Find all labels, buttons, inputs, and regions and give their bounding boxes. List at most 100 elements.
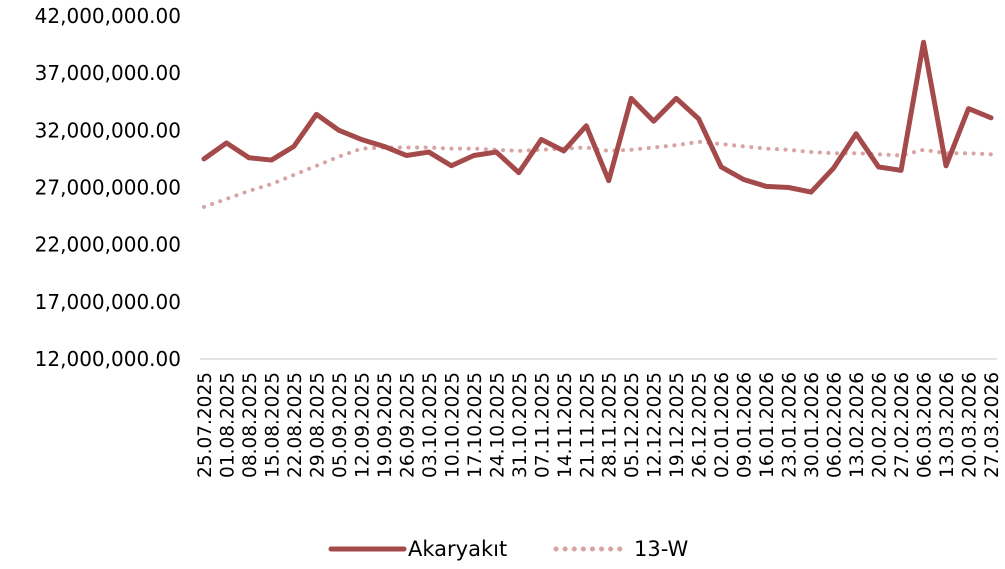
data-point-0 — [675, 97, 678, 100]
x-tick-label: 08.08.2025 — [240, 372, 261, 478]
data-point-1 — [697, 140, 700, 143]
data-point-0 — [292, 145, 295, 148]
y-tick-label: 17,000,000.00 — [35, 290, 181, 314]
x-tick-label: 27.03.2026 — [982, 372, 1003, 478]
x-tick-label: 06.03.2026 — [915, 372, 936, 478]
data-point-1 — [630, 148, 633, 151]
x-tick-label: 26.12.2025 — [690, 372, 711, 478]
x-tick-label: 22.08.2025 — [285, 372, 306, 478]
data-point-0 — [787, 186, 790, 189]
legend: Akaryakıt 13-W — [328, 537, 688, 561]
x-tick-label: 29.08.2025 — [307, 372, 328, 478]
data-point-1 — [337, 155, 340, 158]
data-point-0 — [832, 167, 835, 170]
x-tick-label: 17.10.2025 — [465, 372, 486, 478]
data-point-0 — [315, 113, 318, 116]
data-point-0 — [855, 132, 858, 135]
x-tick-label: 24.10.2025 — [487, 372, 508, 478]
data-point-0 — [247, 156, 250, 159]
x-tick-label: 14.11.2025 — [555, 372, 576, 478]
data-point-1 — [315, 164, 318, 167]
data-point-1 — [360, 147, 363, 150]
x-tick-label: 31.10.2025 — [510, 372, 531, 478]
data-point-1 — [765, 147, 768, 150]
y-tick-label: 12,000,000.00 — [35, 347, 181, 371]
y-tick-label: 22,000,000.00 — [35, 233, 181, 257]
data-point-0 — [697, 117, 700, 120]
x-axis: 25.07.2025 01.08.2025 08.08.2025 15.08.2025… — [195, 358, 1003, 478]
data-point-0 — [517, 171, 520, 174]
data-point-1 — [720, 143, 723, 146]
x-tick-label: 16.01.2026 — [757, 372, 778, 478]
x-tick-label: 12.12.2025 — [645, 372, 666, 478]
data-point-1 — [652, 146, 655, 149]
data-point-0 — [900, 169, 903, 172]
data-point-0 — [472, 154, 475, 157]
data-point-0 — [405, 154, 408, 157]
x-tick-label: 15.08.2025 — [262, 372, 283, 478]
data-point-0 — [945, 164, 948, 167]
x-tick-label: 05.12.2025 — [622, 372, 643, 478]
data-point-1 — [540, 148, 543, 151]
data-point-1 — [967, 152, 970, 155]
data-point-1 — [247, 189, 250, 192]
y-tick-label: 27,000,000.00 — [35, 176, 181, 200]
x-tick-label: 20.03.2026 — [960, 372, 981, 478]
y-tick-label: 32,000,000.00 — [35, 118, 181, 142]
data-point-1 — [292, 173, 295, 176]
data-point-1 — [877, 153, 880, 156]
x-tick-label: 09.01.2026 — [735, 372, 756, 478]
y-tick-label: 37,000,000.00 — [35, 61, 181, 85]
data-point-1 — [270, 183, 273, 186]
y-tick-label: 42,000,000.00 — [35, 4, 181, 28]
data-point-0 — [607, 179, 610, 182]
data-point-0 — [967, 107, 970, 110]
x-tick-label: 26.09.2025 — [397, 372, 418, 478]
x-tick-label: 03.10.2025 — [420, 372, 441, 478]
data-point-0 — [765, 185, 768, 188]
data-point-0 — [562, 149, 565, 152]
x-tick-label: 07.11.2025 — [532, 372, 553, 478]
data-point-0 — [360, 138, 363, 141]
data-point-1 — [607, 149, 610, 152]
x-tick-label: 21.11.2025 — [577, 372, 598, 478]
y-axis: 12,000,000.00 17,000,000.00 22,000,000.00 2… — [35, 4, 181, 371]
data-point-0 — [270, 159, 273, 162]
data-point-1 — [472, 147, 475, 150]
data-point-1 — [450, 147, 453, 150]
data-point-0 — [810, 191, 813, 194]
series-layer — [201, 39, 994, 209]
data-point-1 — [427, 146, 430, 149]
x-tick-label: 27.02.2026 — [892, 372, 913, 478]
x-tick-label: 05.09.2025 — [330, 372, 351, 478]
data-point-1 — [787, 148, 790, 151]
data-point-0 — [540, 138, 543, 141]
data-point-0 — [450, 164, 453, 167]
data-point-1 — [855, 152, 858, 155]
data-point-0 — [225, 141, 228, 144]
x-tick-label: 30.01.2026 — [802, 372, 823, 478]
x-tick-label: 25.07.2025 — [195, 372, 216, 478]
data-point-0 — [630, 97, 633, 100]
data-point-1 — [225, 197, 228, 200]
x-tick-label: 20.02.2026 — [870, 372, 891, 478]
series-line-0 — [201, 39, 994, 195]
data-point-1 — [742, 145, 745, 148]
data-point-0 — [652, 120, 655, 123]
data-point-1 — [203, 205, 206, 208]
legend-label-13w: 13-W — [634, 537, 688, 561]
data-point-0 — [203, 157, 206, 160]
data-point-0 — [382, 145, 385, 148]
x-tick-label: 13.03.2026 — [937, 372, 958, 478]
x-tick-label: 01.08.2025 — [217, 372, 238, 478]
x-tick-label: 12.09.2025 — [352, 372, 373, 478]
x-tick-label: 10.10.2025 — [442, 372, 463, 478]
data-point-1 — [810, 151, 813, 154]
data-point-0 — [495, 151, 498, 154]
data-point-0 — [922, 41, 925, 44]
data-point-0 — [427, 151, 430, 154]
data-point-1 — [405, 146, 408, 149]
data-point-0 — [720, 165, 723, 168]
x-tick-label: 06.02.2026 — [825, 372, 846, 478]
